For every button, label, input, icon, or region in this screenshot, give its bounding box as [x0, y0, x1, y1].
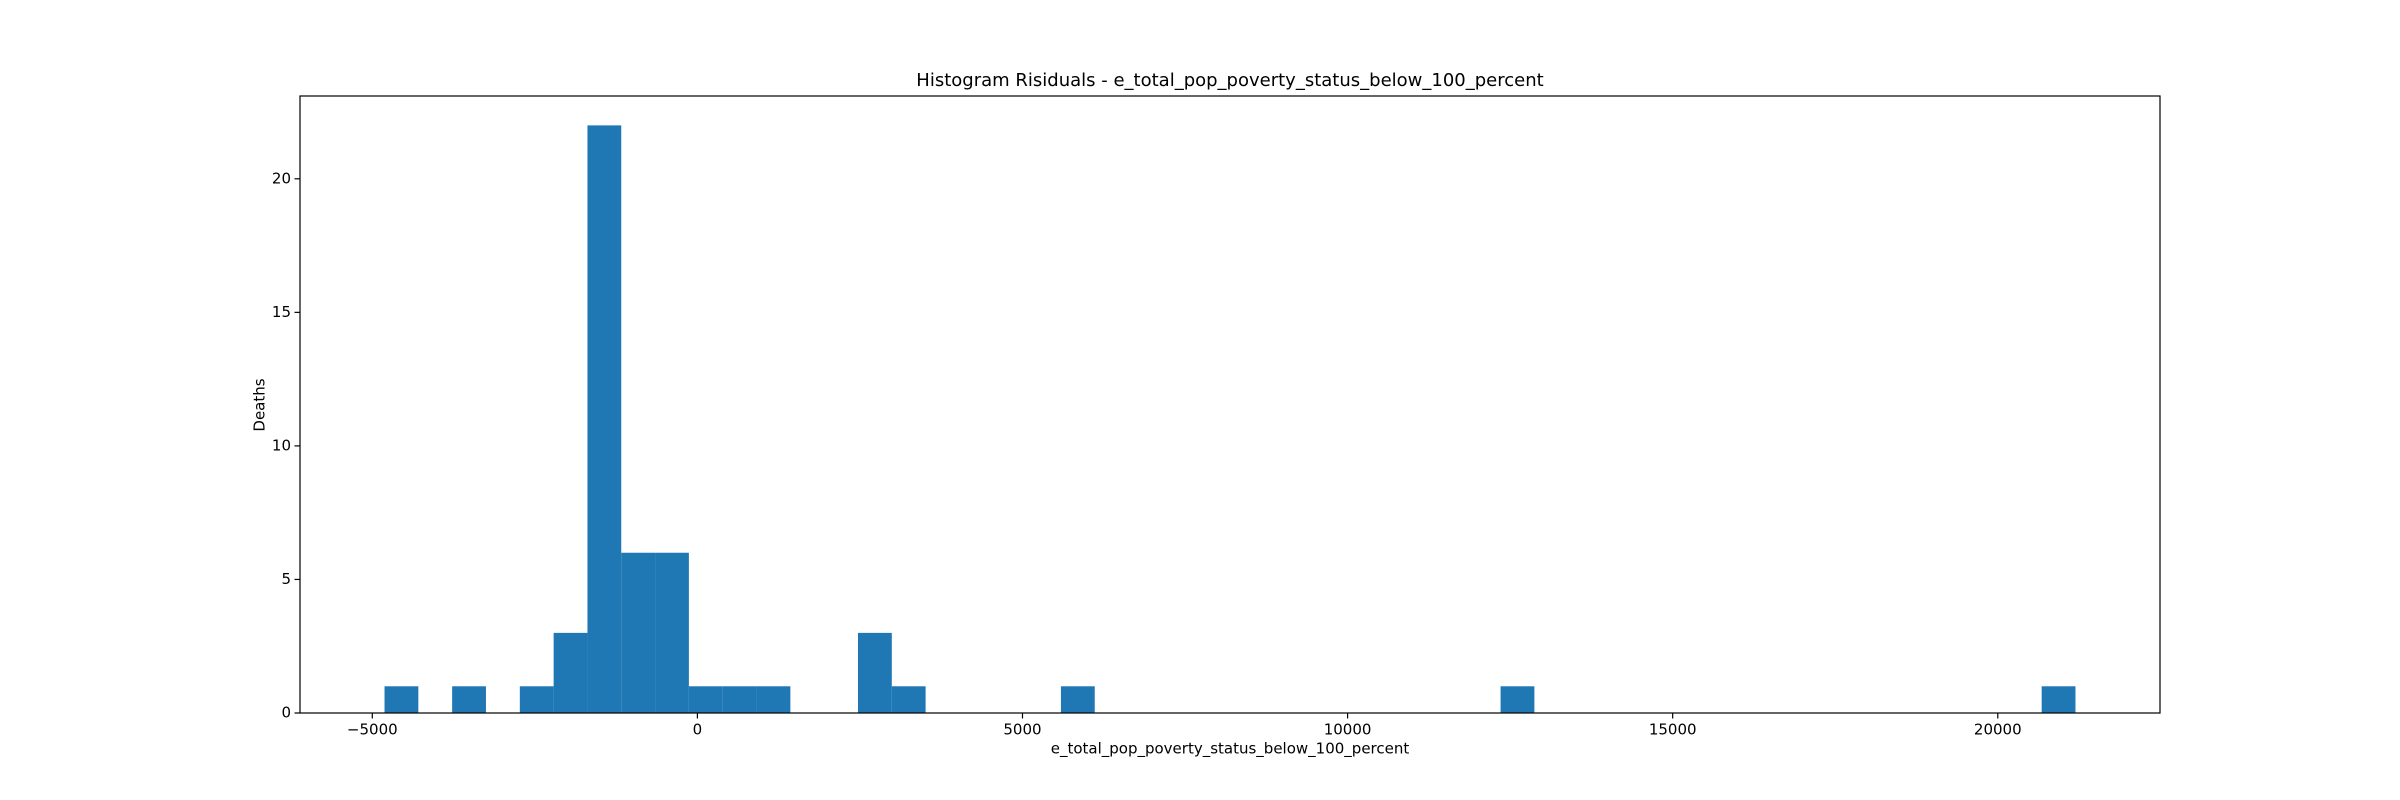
x-tick-label: 0: [693, 721, 703, 739]
y-axis-label: Deaths: [251, 378, 269, 431]
bar: [519, 686, 554, 713]
bar: [1500, 686, 1535, 713]
bar: [452, 686, 486, 713]
plot-frame: [299, 95, 2161, 714]
chart-title: Histogram Risiduals - e_total_pop_povert…: [916, 70, 1543, 91]
x-tick-label: 10000: [1324, 721, 1372, 739]
bar: [857, 632, 892, 713]
x-axis-label: e_total_pop_poverty_status_below_100_per…: [1051, 740, 1410, 759]
bar: [2041, 686, 2076, 713]
bar: [553, 632, 588, 713]
bar: [722, 686, 757, 713]
y-tick-label: 5: [281, 570, 291, 588]
y-tick-label: 0: [281, 704, 291, 722]
bar: [655, 552, 689, 713]
bar: [1060, 686, 1095, 713]
x-tick-label: 20000: [1974, 721, 2022, 739]
bar: [756, 686, 791, 713]
bar: [621, 552, 656, 713]
x-tick-label: −5000: [347, 721, 398, 739]
y-tick-label: 20: [272, 169, 291, 187]
bar: [384, 686, 419, 713]
bar: [688, 686, 723, 713]
bar: [587, 125, 622, 713]
bar: [891, 686, 926, 713]
x-tick-label: 15000: [1649, 721, 1697, 739]
x-tick-label: 5000: [1003, 721, 1041, 739]
y-tick-label: 15: [272, 303, 291, 321]
y-tick-label: 10: [272, 436, 291, 454]
